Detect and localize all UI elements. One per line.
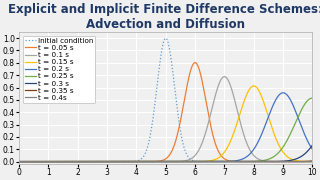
- Line: t = 0.2 s: t = 0.2 s: [19, 93, 312, 162]
- t = 0.3 s: [160, 161, 164, 163]
- t = 0.4s: [152, 161, 156, 163]
- t = 0.4s: [17, 161, 21, 163]
- t = 0.05 s: [152, 160, 156, 163]
- t = 0.05 s: [193, 62, 197, 64]
- t = 0.2 s: [152, 161, 156, 163]
- t = 0.1 s: [160, 161, 164, 163]
- t = 0.3 s: [17, 161, 21, 163]
- t = 0.3 s: [32, 161, 36, 163]
- t = 0.2 s: [32, 161, 36, 163]
- t = 0.35 s: [248, 161, 252, 163]
- Initial condition: [17, 161, 21, 163]
- t = 0.4s: [32, 161, 36, 163]
- Initial condition: [32, 161, 36, 163]
- t = 0.05 s: [302, 161, 306, 163]
- t = 0.4s: [248, 161, 252, 163]
- Line: Initial condition: Initial condition: [19, 38, 312, 162]
- t = 0.2 s: [302, 132, 306, 134]
- t = 0.4s: [310, 161, 314, 163]
- t = 0.4s: [302, 161, 306, 163]
- t = 0.2 s: [248, 153, 252, 155]
- t = 0.3 s: [248, 161, 252, 163]
- t = 0.2 s: [302, 132, 306, 134]
- t = 0.15 s: [160, 161, 164, 163]
- t = 0.05 s: [160, 159, 164, 162]
- t = 0.15 s: [302, 160, 306, 163]
- Line: t = 0.15 s: t = 0.15 s: [19, 86, 312, 162]
- t = 0.4s: [302, 161, 306, 163]
- t = 0.05 s: [17, 161, 21, 163]
- t = 0.3 s: [310, 144, 314, 146]
- t = 0.15 s: [310, 161, 314, 163]
- t = 0.25 s: [32, 161, 36, 163]
- t = 0.35 s: [32, 161, 36, 163]
- t = 0.2 s: [281, 92, 285, 94]
- Initial condition: [164, 37, 168, 39]
- Title: Explicit and Implicit Finite Difference Schemes:
Advection and Diffusion: Explicit and Implicit Finite Difference …: [8, 3, 320, 31]
- t = 0.15 s: [248, 87, 252, 89]
- t = 0.25 s: [302, 104, 306, 107]
- t = 0.4s: [160, 161, 164, 163]
- Initial condition: [152, 110, 156, 112]
- t = 0.1 s: [310, 161, 314, 163]
- Line: t = 0.05 s: t = 0.05 s: [19, 63, 312, 162]
- t = 0.25 s: [160, 161, 164, 163]
- t = 0.35 s: [310, 160, 314, 162]
- t = 0.35 s: [160, 161, 164, 163]
- t = 0.25 s: [17, 161, 21, 163]
- t = 0.05 s: [248, 161, 252, 163]
- t = 0.35 s: [302, 160, 306, 163]
- Line: t = 0.3 s: t = 0.3 s: [19, 145, 312, 162]
- t = 0.3 s: [302, 154, 306, 156]
- t = 0.05 s: [310, 161, 314, 163]
- Line: t = 0.25 s: t = 0.25 s: [19, 98, 312, 162]
- Line: t = 0.1 s: t = 0.1 s: [19, 77, 312, 162]
- t = 0.1 s: [302, 161, 306, 163]
- t = 0.05 s: [302, 161, 306, 163]
- t = 0.2 s: [17, 161, 21, 163]
- Line: t = 0.35 s: t = 0.35 s: [19, 161, 312, 162]
- t = 0.35 s: [302, 160, 306, 163]
- Initial condition: [160, 49, 164, 51]
- t = 0.15 s: [32, 161, 36, 163]
- t = 0.15 s: [17, 161, 21, 163]
- Initial condition: [302, 161, 306, 163]
- t = 0.1 s: [17, 161, 21, 163]
- t = 0.15 s: [302, 160, 306, 163]
- t = 0.15 s: [152, 161, 156, 163]
- Initial condition: [248, 161, 252, 163]
- Legend: Initial condition, t = 0.05 s, t = 0.1 s, t = 0.15 s, t = 0.2 s, t = 0.25 s, t =: Initial condition, t = 0.05 s, t = 0.1 s…: [23, 36, 95, 103]
- t = 0.35 s: [152, 161, 156, 163]
- t = 0.15 s: [252, 85, 256, 87]
- t = 0.2 s: [160, 161, 164, 163]
- Initial condition: [302, 161, 306, 163]
- t = 0.2 s: [310, 148, 314, 150]
- t = 0.05 s: [32, 161, 36, 163]
- t = 0.25 s: [248, 160, 252, 163]
- Initial condition: [310, 161, 314, 163]
- t = 0.25 s: [310, 97, 314, 99]
- t = 0.3 s: [302, 154, 306, 156]
- t = 0.25 s: [152, 161, 156, 163]
- t = 0.1 s: [222, 76, 226, 78]
- t = 0.3 s: [152, 161, 156, 163]
- t = 0.1 s: [302, 161, 306, 163]
- t = 0.1 s: [248, 149, 252, 152]
- t = 0.35 s: [17, 161, 21, 163]
- t = 0.1 s: [32, 161, 36, 163]
- t = 0.1 s: [152, 161, 156, 163]
- t = 0.25 s: [302, 105, 306, 107]
